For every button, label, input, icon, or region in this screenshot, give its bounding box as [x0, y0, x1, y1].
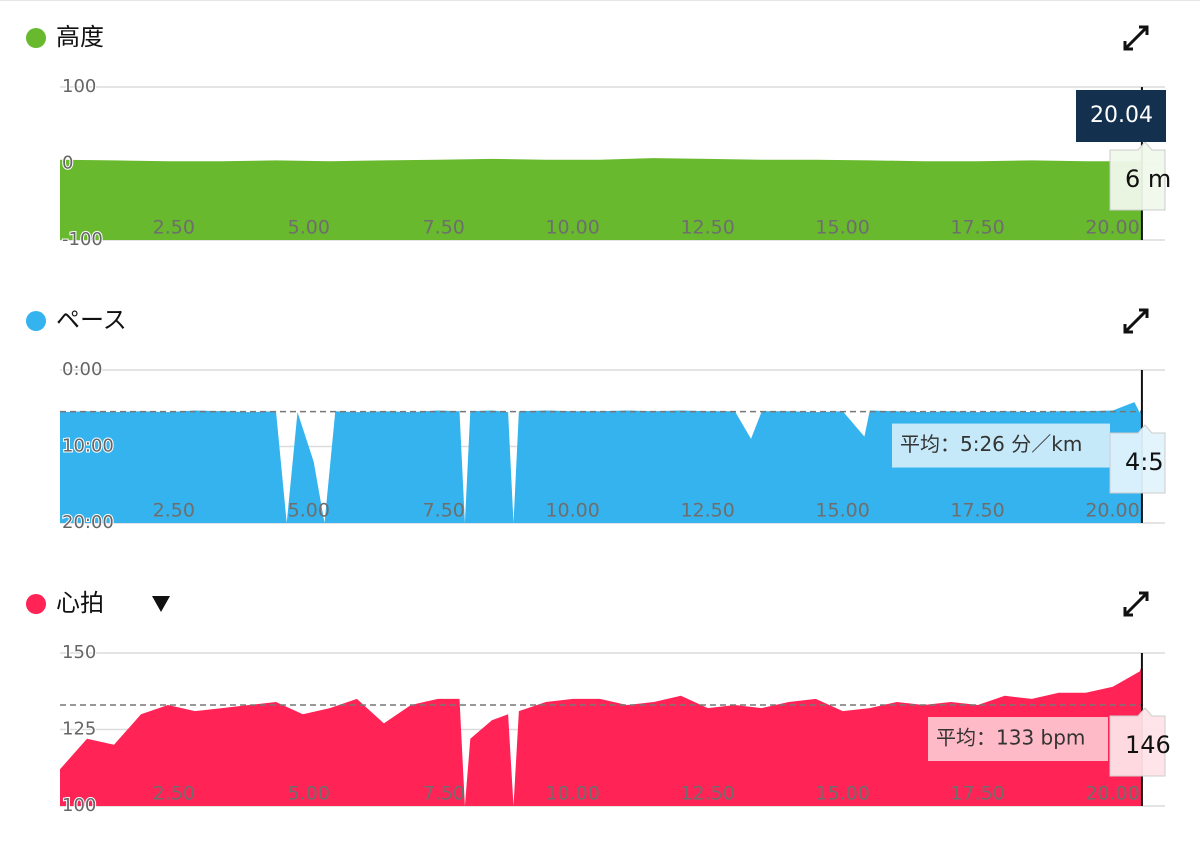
tooltip-box	[1109, 141, 1166, 211]
tooltip-box	[1109, 707, 1166, 777]
x-tick-label: 15.00	[815, 500, 869, 522]
x-tick-label: 17.50	[950, 783, 1004, 805]
x-tick-label: 20.00	[1085, 217, 1139, 239]
average-label-box	[892, 423, 1110, 468]
expand-icon[interactable]	[1123, 308, 1149, 334]
y-tick-label: 125	[62, 719, 96, 740]
x-tick-label: 17.50	[950, 217, 1004, 239]
x-tick-label: 15.00	[815, 783, 869, 805]
y-tick-label: 20:00	[62, 512, 114, 533]
x-tick-label: 7.50	[423, 217, 465, 239]
dropdown-icon	[152, 596, 170, 612]
chart-title: ペース	[56, 306, 127, 334]
y-tick-label: 100	[62, 76, 96, 97]
y-tick-label: 10:00	[62, 436, 114, 457]
tooltip-value: 146	[1125, 731, 1171, 759]
average-label: 平均：133 bpm	[936, 726, 1085, 750]
tooltip-box	[1109, 424, 1166, 494]
chart-title: 心拍	[56, 589, 104, 617]
x-tick-label: 2.50	[153, 500, 195, 522]
average-label: 平均：5:26 分／km	[900, 432, 1082, 456]
legend-dot	[26, 311, 46, 331]
legend-dot	[26, 28, 46, 48]
x-tick-label: 17.50	[950, 500, 1004, 522]
x-tick-label: 2.50	[153, 783, 195, 805]
cursor-label: 20.04	[1090, 103, 1153, 128]
area	[60, 402, 1142, 523]
x-tick-label: 2.50	[153, 217, 195, 239]
y-tick-label: 0:00	[62, 359, 102, 380]
tooltip-value: 4:5	[1125, 448, 1164, 476]
area	[60, 665, 1142, 806]
y-tick-label: 0	[62, 153, 73, 174]
x-tick-label: 5.00	[288, 217, 330, 239]
y-tick-label: -100	[62, 229, 103, 250]
x-tick-label: 15.00	[815, 217, 869, 239]
chart-title: 高度	[56, 23, 104, 51]
expand-icon[interactable]	[1123, 25, 1149, 51]
y-tick-label: 100	[62, 795, 96, 816]
tooltip-value: 6 m	[1125, 165, 1171, 193]
x-tick-label: 5.00	[288, 783, 330, 805]
average-label-box	[928, 717, 1108, 762]
expand-icon[interactable]	[1123, 591, 1149, 617]
x-tick-label: 12.50	[680, 500, 734, 522]
x-tick-label: 7.50	[423, 783, 465, 805]
cursor-label-box	[1076, 90, 1166, 142]
legend-dot	[26, 594, 46, 614]
x-tick-label: 10.00	[545, 783, 599, 805]
x-tick-label: 5.00	[288, 500, 330, 522]
x-tick-label: 7.50	[423, 500, 465, 522]
x-tick-label: 12.50	[680, 783, 734, 805]
x-tick-label: 10.00	[545, 217, 599, 239]
x-tick-label: 20.00	[1085, 783, 1139, 805]
y-tick-label: 150	[62, 642, 96, 663]
area	[60, 158, 1142, 240]
x-tick-label: 12.50	[680, 217, 734, 239]
x-tick-label: 10.00	[545, 500, 599, 522]
x-tick-label: 20.00	[1085, 500, 1139, 522]
